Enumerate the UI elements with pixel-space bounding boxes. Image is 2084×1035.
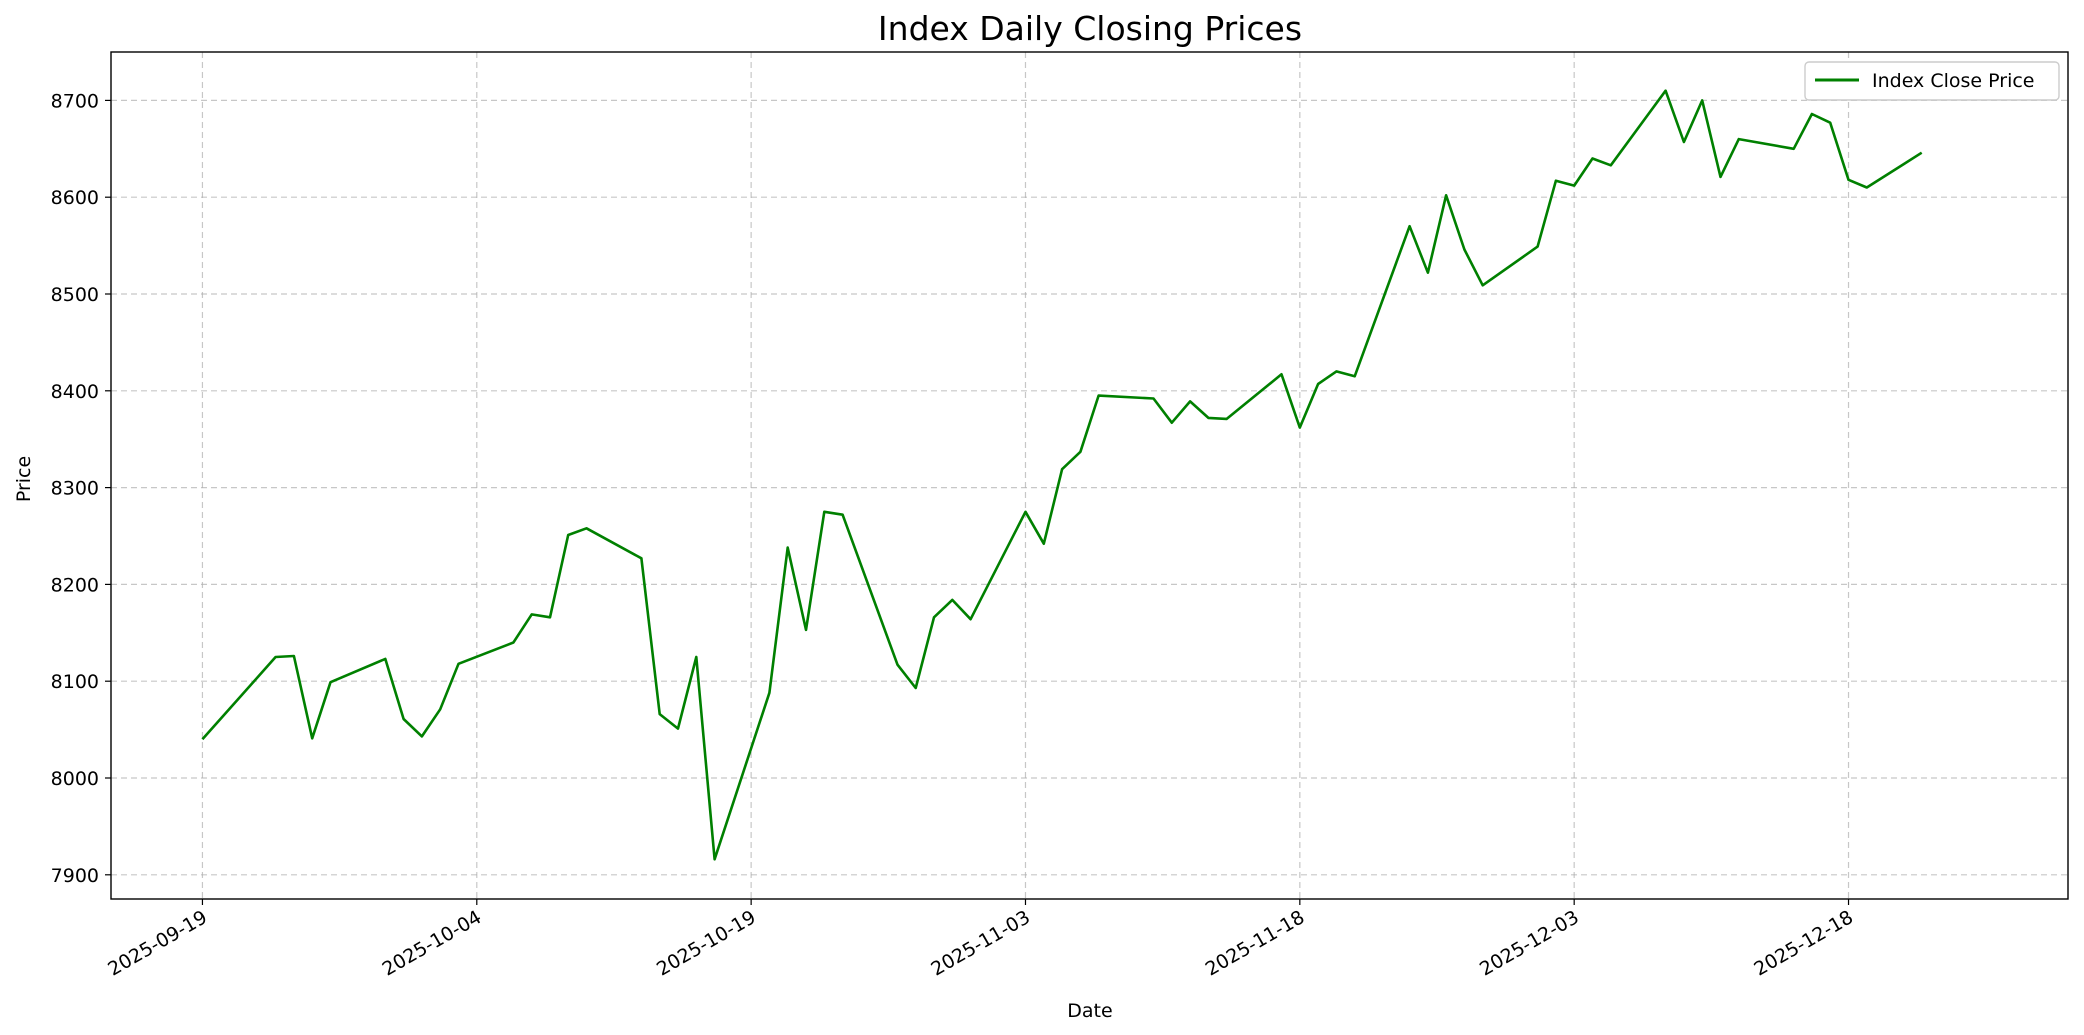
grid-lines (111, 52, 2068, 899)
x-tick-label: 2025-10-19 (653, 906, 760, 980)
x-tick-label: 2025-11-18 (1202, 906, 1309, 980)
x-axis: 2025-09-19 2025-10-04 2025-10-19 2025-11-03… (104, 899, 1857, 981)
series-line (201, 89, 1923, 861)
legend-label: Index Close Price (1872, 70, 2035, 92)
y-tick-label: 8500 (51, 284, 99, 306)
y-axis-title: Price (13, 456, 35, 502)
x-tick-label: 2025-11-03 (927, 906, 1034, 980)
y-tick-label: 8400 (51, 381, 99, 403)
legend-box (1804, 61, 2060, 101)
y-axis: 7900 8000 8100 8200 8300 8400 8500 8600 8700 (51, 90, 111, 887)
legend: Index Close Price (1804, 61, 2060, 101)
y-tick-label: 8300 (51, 478, 99, 500)
y-tick-label: 8600 (51, 187, 99, 209)
series-layer (201, 89, 1923, 861)
plot-frame (110, 51, 2069, 900)
y-tick-label: 7900 (51, 865, 99, 887)
y-tick-label: 8000 (51, 768, 99, 790)
x-tick-label: 2025-12-03 (1476, 906, 1583, 980)
y-tick-label: 8700 (51, 90, 99, 112)
y-tick-label: 8100 (51, 671, 99, 693)
x-tick-label: 2025-12-18 (1750, 906, 1857, 980)
chart-title: Index Daily Closing Prices (878, 9, 1302, 48)
x-tick-label: 2025-09-19 (104, 906, 211, 980)
x-tick-label: 2025-10-04 (379, 906, 486, 980)
y-tick-label: 8200 (51, 574, 99, 596)
x-axis-title: Date (1067, 1000, 1112, 1022)
